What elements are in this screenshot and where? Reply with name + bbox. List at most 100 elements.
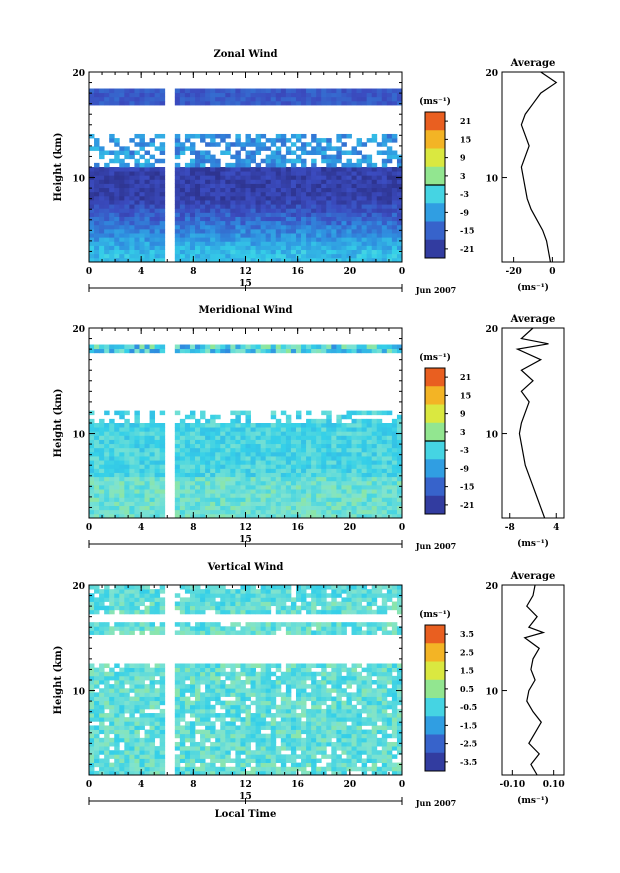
heatmap-cell — [104, 484, 110, 490]
heatmap-cell — [321, 497, 327, 502]
heatmap-cell — [331, 447, 337, 453]
heatmap-cell — [179, 713, 186, 718]
heatmap-cell — [250, 427, 256, 432]
heatmap-cell — [94, 497, 100, 502]
heatmap-cell — [205, 224, 211, 230]
heatmap-cell — [220, 423, 226, 428]
heatmap-cell — [159, 212, 166, 217]
heatmap-cell — [351, 241, 357, 246]
heatmap-cell — [346, 96, 352, 102]
heatmap-cell — [280, 464, 287, 469]
heatmap-cell — [245, 195, 251, 201]
heatmap-cell — [381, 476, 388, 482]
heatmap-cell — [200, 237, 206, 242]
heatmap-cell — [230, 427, 236, 432]
heatmap-cell — [225, 663, 231, 669]
heatmap-cell — [184, 138, 191, 143]
heatmap-cell — [371, 204, 378, 209]
heatmap-cell — [220, 593, 226, 598]
heatmap-cell — [361, 472, 368, 478]
heatmap-cell — [270, 142, 277, 147]
heatmap-cell — [94, 684, 100, 689]
heatmap-cell — [154, 750, 161, 755]
heatmap-cell — [220, 456, 226, 461]
heatmap-cell — [189, 100, 196, 106]
heatmap-cell — [321, 447, 327, 453]
heatmap-cell — [215, 754, 221, 759]
heatmap-cell — [129, 195, 135, 201]
heatmap-cell — [255, 708, 262, 714]
heatmap-cell — [321, 344, 327, 350]
colorbar-units: (ms⁻¹) — [419, 96, 451, 107]
heatmap-cell — [381, 220, 388, 226]
heatmap-cell — [260, 133, 267, 139]
heatmap-cell — [89, 675, 95, 681]
heatmap-cell — [285, 476, 292, 482]
heatmap-cell — [129, 96, 135, 102]
heatmap-cell — [230, 708, 236, 714]
heatmap-cell — [124, 187, 130, 193]
heatmap-cell — [376, 220, 383, 226]
heatmap-cell — [245, 187, 251, 193]
heatmap-cell — [275, 684, 282, 689]
heatmap-cell — [94, 680, 100, 685]
heatmap-cell — [381, 427, 388, 432]
heatmap-cell — [366, 233, 373, 238]
heatmap-cell — [144, 605, 150, 611]
heatmap-cell — [386, 183, 393, 189]
heatmap-cell — [280, 480, 287, 486]
heatmap-cell — [210, 704, 216, 710]
heatmap-cell — [311, 241, 317, 246]
heatmap-cell — [230, 167, 236, 172]
heatmap-cell — [179, 179, 186, 184]
heatmap-cell — [144, 675, 150, 681]
heatmap-cell — [396, 468, 403, 473]
heatmap-cell — [220, 733, 226, 739]
heatmap-cell — [396, 96, 403, 102]
heatmap-cell — [270, 501, 277, 507]
heatmap-cell — [195, 257, 201, 263]
heatmap-cell — [89, 146, 95, 151]
heatmap-cell — [230, 154, 236, 160]
heatmap-cell — [301, 493, 307, 498]
heatmap-cell — [290, 423, 297, 428]
heatmap-cell — [341, 489, 347, 494]
heatmap-cell — [311, 224, 317, 230]
heatmap-cell — [290, 443, 297, 449]
heatmap-cell — [235, 758, 241, 764]
heatmap-cell — [230, 191, 236, 197]
heatmap-cell — [89, 92, 95, 98]
heatmap-cell — [184, 233, 191, 238]
heatmap-cell — [331, 220, 337, 226]
heatmap-cell — [104, 725, 110, 730]
heatmap-cell — [301, 348, 307, 354]
heatmap-cell — [129, 509, 135, 515]
heatmap-cell — [210, 671, 216, 677]
heatmap-cell — [376, 497, 383, 502]
heatmap-cell — [149, 605, 156, 611]
heatmap-cell — [366, 191, 373, 197]
heatmap-cell — [134, 464, 140, 469]
heatmap-cell — [250, 589, 256, 594]
heatmap-cell — [235, 191, 241, 197]
heatmap-cell — [255, 741, 262, 747]
heatmap-cell — [250, 216, 256, 222]
heatmap-cell — [245, 191, 251, 197]
heatmap-cell — [326, 423, 332, 428]
heatmap-cell — [225, 758, 231, 764]
heatmap-cell — [200, 484, 206, 490]
heatmap-cell — [250, 208, 256, 213]
heatmap-cell — [144, 150, 150, 156]
heatmap-cell — [326, 410, 332, 416]
heatmap-cell — [270, 348, 277, 354]
heatmap-cell — [220, 501, 226, 507]
heatmap-cell — [220, 692, 226, 697]
heatmap-cell — [94, 713, 100, 718]
heatmap-cell — [396, 257, 403, 263]
heatmap-cell — [205, 700, 211, 706]
heatmap-cell — [174, 630, 181, 635]
heatmap-cell — [255, 224, 262, 230]
heatmap-cell — [129, 766, 135, 772]
heatmap-cell — [270, 233, 277, 238]
heatmap-cell — [396, 162, 403, 168]
